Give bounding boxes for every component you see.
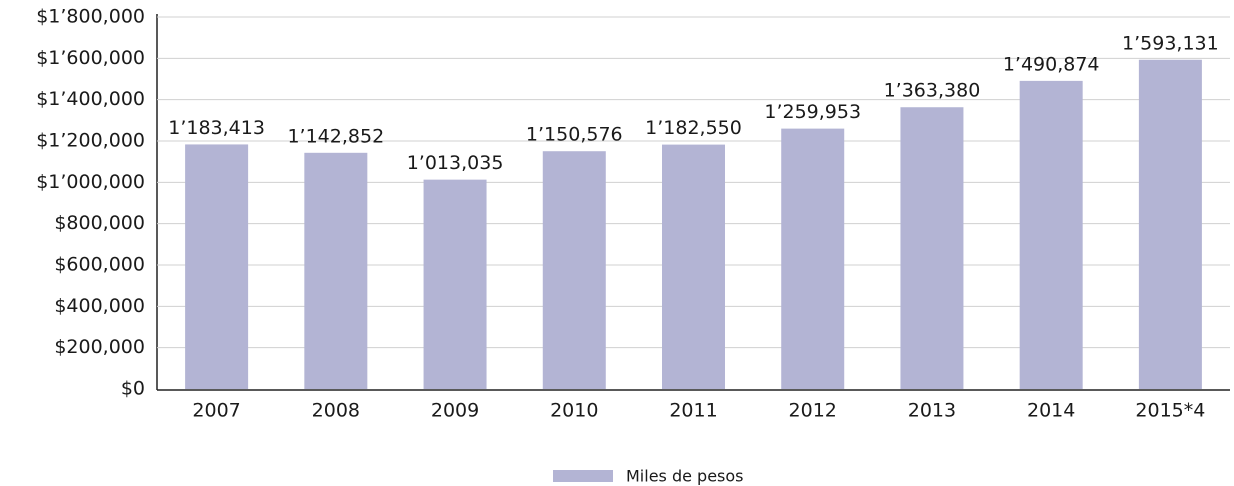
data-label: 1’183,413 [168, 117, 265, 139]
x-tick-label: 2011 [669, 400, 717, 422]
y-tick-label: $400,000 [54, 295, 145, 317]
y-tick-label: $0 [121, 378, 145, 400]
y-tick-label: $600,000 [54, 254, 145, 276]
bar [1019, 80, 1083, 389]
y-tick-label: $1’400,000 [36, 88, 145, 110]
y-tick-label: $1’200,000 [36, 130, 145, 152]
y-tick-label: $1’000,000 [36, 171, 145, 193]
data-label: 1’150,576 [526, 124, 623, 146]
data-label: 1’013,035 [407, 152, 504, 174]
y-tick-label: $800,000 [54, 212, 145, 234]
y-tick-label: $1’800,000 [36, 6, 145, 28]
data-label: 1’182,550 [645, 117, 742, 139]
x-tick-label: 2013 [908, 400, 956, 422]
data-label: 1’490,874 [1003, 53, 1100, 75]
bar [662, 144, 725, 389]
y-tick-label: $1’600,000 [36, 47, 145, 69]
legend-swatch [553, 470, 613, 482]
x-tick-label: 2008 [312, 400, 360, 422]
bar [304, 152, 368, 389]
bar [781, 128, 845, 389]
x-tick-label: 2007 [192, 400, 240, 422]
data-label: 1’259,953 [764, 101, 861, 123]
bar [423, 179, 487, 389]
bar [1138, 59, 1202, 389]
x-tick-label: 2012 [789, 400, 837, 422]
bar [900, 107, 964, 389]
x-tick-label: 2015*4 [1135, 400, 1205, 422]
bar [542, 151, 606, 389]
x-tick-label: 2009 [431, 400, 479, 422]
legend-label: Miles de pesos [626, 467, 744, 486]
data-label: 1’142,852 [287, 125, 384, 147]
y-tick-label: $200,000 [54, 336, 145, 358]
x-tick-label: 2010 [550, 400, 598, 422]
x-tick-label: 2014 [1027, 400, 1075, 422]
data-label: 1’363,380 [884, 80, 981, 102]
bar [185, 144, 249, 389]
data-label: 1’593,131 [1122, 32, 1219, 54]
